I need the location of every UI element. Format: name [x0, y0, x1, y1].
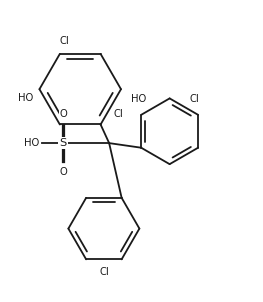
Text: Cl: Cl — [189, 94, 199, 104]
Text: Cl: Cl — [113, 109, 123, 119]
Text: S: S — [59, 138, 67, 148]
Text: Cl: Cl — [59, 36, 69, 46]
Text: HO: HO — [18, 93, 33, 103]
Text: Cl: Cl — [99, 267, 109, 277]
Text: O: O — [59, 167, 67, 177]
Text: HO: HO — [24, 138, 39, 148]
Text: O: O — [59, 109, 67, 119]
Text: HO: HO — [131, 94, 146, 104]
